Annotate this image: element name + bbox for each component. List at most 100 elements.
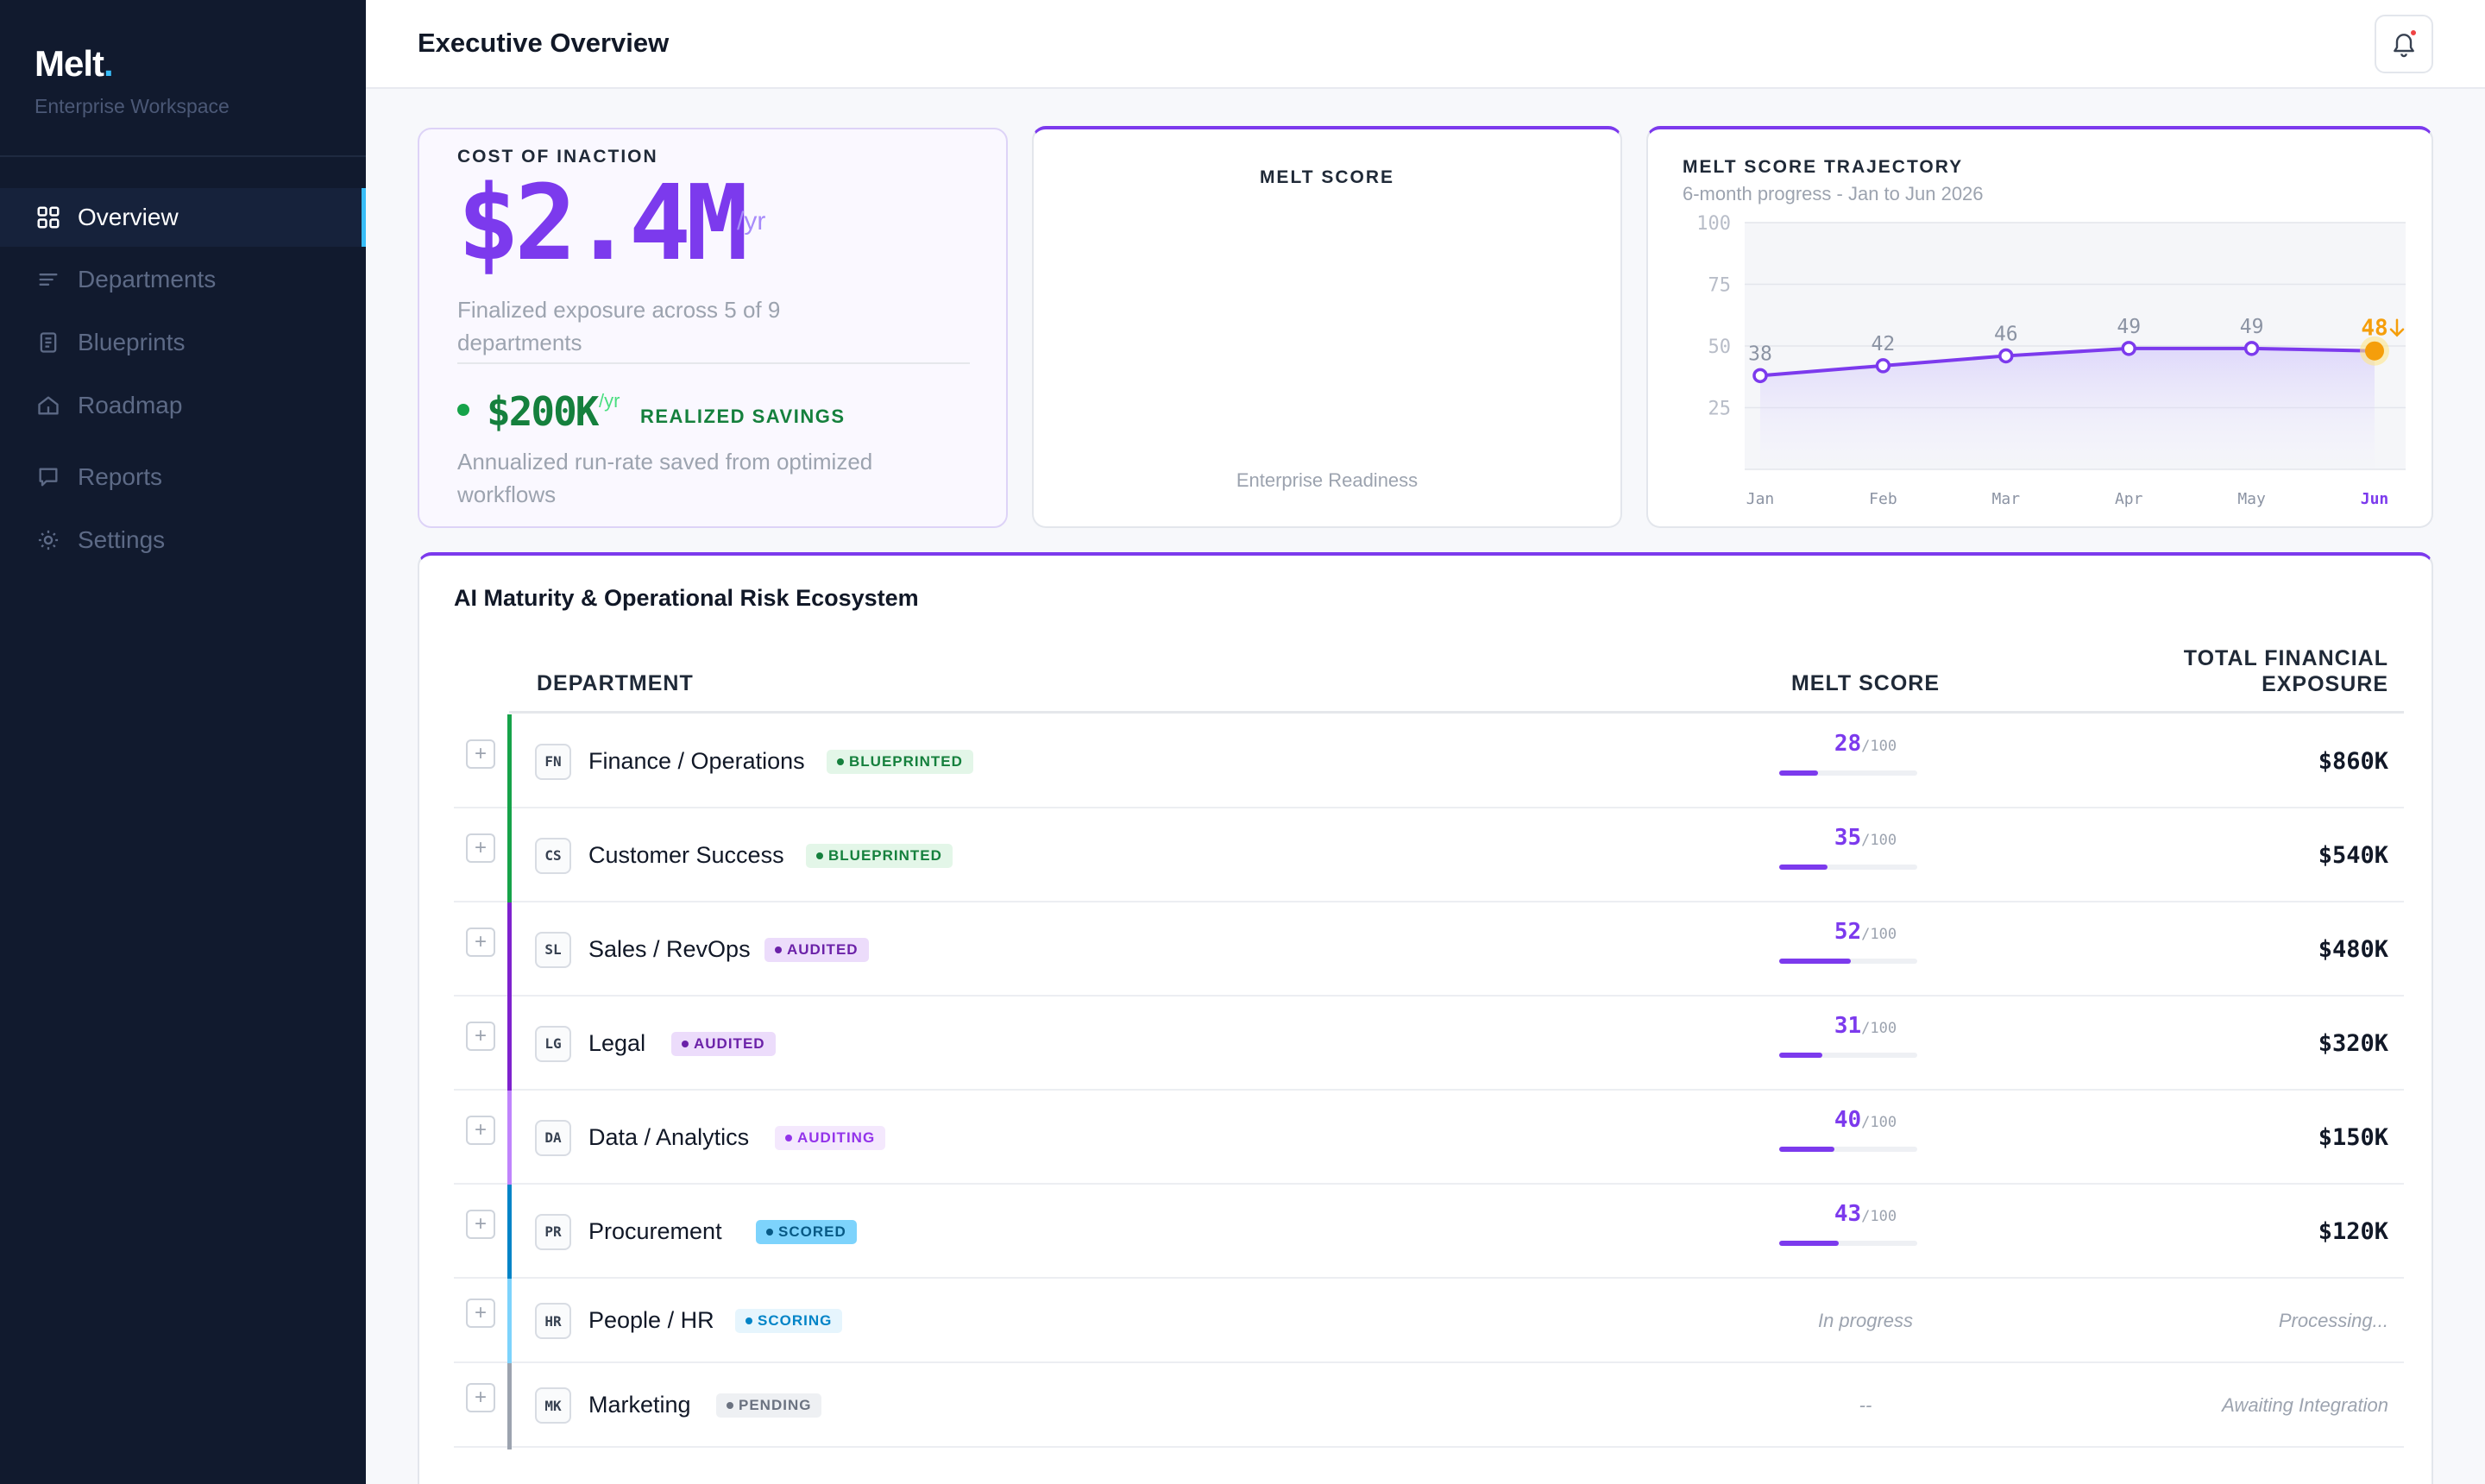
sidebar: Melt. Enterprise Workspace Overview Depa…: [0, 0, 366, 1484]
expand-row-button[interactable]: +: [466, 1115, 495, 1145]
department-abbreviation: HR: [535, 1303, 571, 1339]
series-area: [1760, 348, 2375, 469]
x-tick-label: Jun: [2361, 490, 2389, 508]
savings-unit: /yr: [599, 390, 620, 412]
data-label: 42: [1872, 333, 1896, 355]
department-name[interactable]: People / HR: [588, 1307, 714, 1333]
department-name[interactable]: Finance / Operations: [588, 747, 805, 774]
expand-row-button[interactable]: +: [466, 833, 495, 863]
data-point: [2121, 341, 2136, 356]
savings-dot: [457, 404, 469, 416]
melt-score-status: In progress: [1817, 1310, 1914, 1331]
department-name[interactable]: Procurement: [588, 1217, 722, 1244]
savings-description: Annualized run-rate saved from optimized…: [457, 449, 873, 507]
sidebar-item-label: Departments: [78, 266, 217, 292]
melt-score-value: 31/100: [1834, 1012, 1897, 1039]
sidebar-item-label: Overview: [78, 204, 179, 230]
financial-exposure-value: $860K: [2318, 747, 2388, 775]
table-row[interactable]: + PR Procurement SCORED 43/100 $120K: [454, 1185, 2404, 1280]
sidebar-item-reports[interactable]: Reports: [0, 448, 366, 506]
app-logo[interactable]: Melt.: [35, 43, 114, 84]
sidebar-item-label: Blueprints: [78, 329, 186, 355]
financial-exposure-value: $540K: [2318, 841, 2388, 869]
table-title: AI Maturity & Operational Risk Ecosystem: [454, 585, 919, 611]
department-name[interactable]: Customer Success: [588, 841, 784, 868]
department-name[interactable]: Data / Analytics: [588, 1123, 750, 1150]
x-tick-label: Apr: [2115, 490, 2143, 508]
x-tick-label: Feb: [1869, 490, 1897, 508]
notifications-button[interactable]: [2375, 15, 2433, 73]
melt-score-eyebrow: MELT SCORE: [1259, 167, 1395, 187]
data-point: [1752, 368, 1768, 384]
status-badge: AUDITING: [775, 1125, 886, 1150]
sidebar-item-label: Roadmap: [78, 392, 183, 418]
status-indicator-bar: [507, 1363, 512, 1449]
sidebar-item-settings[interactable]: Settings: [0, 511, 366, 569]
status-indicator-bar: [507, 1279, 512, 1365]
status-badge: SCORED: [756, 1219, 857, 1244]
data-label: 48: [2361, 316, 2387, 342]
status-indicator-bar: [507, 714, 512, 810]
table-row[interactable]: + FN Finance / Operations BLUEPRINTED 28/100…: [454, 714, 2404, 810]
table-row[interactable]: + HR People / HR SCORING In progress Processi…: [454, 1279, 2404, 1365]
series-line: [1759, 346, 2375, 378]
melt-score-value: 28/100: [1834, 730, 1897, 757]
data-point: [1998, 348, 2014, 364]
column-header-department[interactable]: DEPARTMENT: [537, 671, 694, 695]
cost-eyebrow: COST OF INACTION: [457, 147, 658, 167]
y-tick-label: 50: [1708, 336, 1732, 358]
trajectory-subtitle: 6-month progress - Jan to Jun 2026: [1683, 183, 1984, 204]
document-icon: [35, 329, 62, 356]
y-tick-label: 100: [1696, 213, 1731, 235]
expand-row-button[interactable]: +: [466, 927, 495, 957]
data-label: 49: [2240, 316, 2264, 338]
table-row[interactable]: + LG Legal AUDITED 31/100 $320K: [454, 997, 2404, 1092]
expand-row-button[interactable]: +: [466, 1209, 495, 1239]
cost-divider: [457, 362, 970, 364]
financial-exposure-value: $320K: [2318, 1029, 2388, 1057]
expand-row-button[interactable]: +: [466, 1298, 495, 1328]
sidebar-item-blueprints[interactable]: Blueprints: [0, 313, 366, 372]
score-progress-bar: [1779, 1146, 1917, 1152]
status-badge: AUDITED: [671, 1031, 776, 1056]
column-header-exposure[interactable]: TOTAL FINANCIAL EXPOSURE: [2183, 646, 2388, 696]
sidebar-item-roadmap[interactable]: Roadmap: [0, 376, 366, 435]
x-tick-label: Mar: [1992, 490, 2021, 508]
sidebar-item-departments[interactable]: Departments: [0, 250, 366, 309]
table-row[interactable]: + DA Data / Analytics AUDITING 40/100 $150K: [454, 1091, 2404, 1186]
sidebar-item-overview[interactable]: Overview: [0, 188, 366, 247]
table-row[interactable]: + SL Sales / RevOps AUDITED 52/100 $480K: [454, 902, 2404, 998]
expand-row-button[interactable]: +: [466, 1021, 495, 1051]
melt-score-card: MELT SCORE Enterprise Readiness: [1032, 126, 1622, 528]
data-label: 38: [1748, 343, 1772, 365]
table-row[interactable]: + CS Customer Success BLUEPRINTED 35/100 $540…: [454, 808, 2404, 904]
status-badge: AUDITED: [764, 937, 869, 962]
financial-exposure-value: $120K: [2318, 1217, 2388, 1245]
score-progress-fill: [1779, 770, 1818, 776]
sidebar-item-label: Settings: [78, 526, 166, 553]
department-name[interactable]: Marketing: [588, 1392, 691, 1418]
data-label: 46: [1994, 323, 2018, 345]
department-name[interactable]: Legal: [588, 1029, 646, 1056]
expand-row-button[interactable]: +: [466, 739, 495, 769]
score-progress-fill: [1779, 864, 1828, 870]
cost-of-inaction-card: COST OF INACTION $2.4M /yr Finalized exp…: [418, 128, 1008, 528]
data-label: 49: [2117, 316, 2141, 338]
table-row[interactable]: + MK Marketing PENDING -- Awaiting Integratio…: [454, 1363, 2404, 1449]
score-progress-fill: [1779, 1240, 1839, 1246]
department-name[interactable]: Sales / RevOps: [588, 935, 751, 962]
score-progress-fill: [1779, 1052, 1822, 1058]
expand-row-button[interactable]: +: [466, 1383, 495, 1412]
sidebar-item-label: Reports: [78, 463, 163, 490]
department-abbreviation: SL: [535, 931, 571, 968]
column-header-melt-score[interactable]: MELT SCORE: [1790, 671, 1941, 695]
savings-value: $200K: [487, 388, 599, 435]
score-progress-bar: [1779, 1052, 1917, 1058]
savings-label: REALIZED SAVINGS: [640, 406, 846, 427]
cost-value: $2.4M: [457, 164, 748, 284]
data-point: [2243, 341, 2260, 356]
arrow-down-icon: [2389, 318, 2405, 337]
score-progress-fill: [1779, 1146, 1834, 1152]
financial-exposure-status: Processing...: [2278, 1310, 2388, 1331]
department-abbreviation: MK: [535, 1387, 571, 1424]
